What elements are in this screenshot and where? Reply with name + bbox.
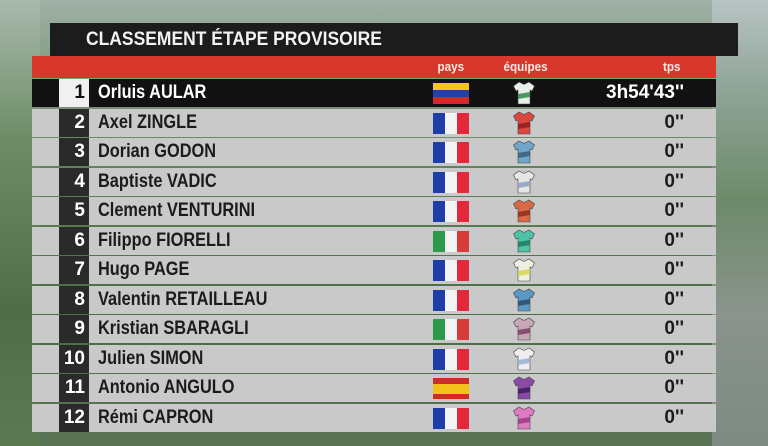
team-jersey-icon — [513, 170, 535, 193]
rider-time: 0'' — [664, 229, 684, 251]
rank-number: 2 — [59, 108, 89, 137]
team-jersey-icon — [513, 229, 535, 253]
flag-france-icon — [433, 171, 469, 193]
team-jersey-icon — [513, 288, 535, 312]
rider-time: 0'' — [664, 407, 684, 429]
rank-number: 9 — [59, 315, 89, 344]
team-jersey-icon — [513, 81, 535, 105]
team-jersey-icon — [513, 347, 535, 371]
rider-name: Axel ZINGLE — [98, 111, 197, 133]
rider-name: Orluis AULAR — [98, 82, 207, 103]
rank-number: 7 — [59, 256, 89, 285]
table-row: 8 Valentin RETAILLEAU 0'' — [32, 285, 716, 314]
rider-time: 3h54'43'' — [606, 82, 684, 103]
background-right — [712, 0, 768, 446]
header-country: pays — [437, 59, 465, 74]
table-row: 3 Dorian GODON 0'' — [32, 138, 716, 167]
rank-number: 10 — [59, 344, 89, 373]
rider-time: 0'' — [664, 377, 684, 399]
flag-italy-icon — [433, 230, 469, 252]
rank-number: 4 — [59, 167, 89, 196]
standings-table: 1 Orluis AULAR 3h54'43'' 2 Axel ZINGLE 0'' 3 Do… — [32, 79, 716, 434]
rider-time: 0'' — [664, 111, 684, 133]
table-row: 7 Hugo PAGE 0'' — [32, 256, 716, 285]
team-jersey-icon — [513, 318, 535, 341]
flag-italy-icon — [433, 319, 469, 341]
rider-time: 0'' — [664, 170, 684, 192]
rider-time: 0'' — [664, 141, 684, 163]
column-header-bar: pays équipes tps — [32, 56, 716, 78]
rider-name: Valentin RETAILLEAU — [98, 288, 268, 310]
team-jersey-icon — [513, 111, 535, 134]
rank-number: 1 — [59, 79, 89, 107]
rider-name: Dorian GODON — [98, 141, 217, 163]
rider-time: 0'' — [664, 259, 684, 281]
flag-france-icon — [433, 201, 469, 223]
rider-name: Hugo PAGE — [98, 259, 190, 281]
rider-time: 0'' — [664, 288, 684, 310]
flag-venezuela-icon — [433, 83, 469, 104]
team-jersey-icon — [513, 406, 535, 430]
rider-name: Clement VENTURINI — [98, 200, 256, 222]
table-row: 9 Kristian SBARAGLI 0'' — [32, 315, 716, 344]
flag-france-icon — [433, 112, 469, 134]
table-row: 1 Orluis AULAR 3h54'43'' — [32, 79, 716, 107]
team-jersey-icon — [513, 258, 535, 282]
table-row: 4 Baptiste VADIC 0'' — [32, 167, 716, 196]
rank-number: 11 — [59, 374, 89, 403]
rank-number: 5 — [59, 197, 89, 226]
table-row: 12 Rémi CAPRON 0'' — [32, 404, 716, 433]
table-row: 6 Filippo FIORELLI 0'' — [32, 226, 716, 255]
rider-name: Rémi CAPRON — [98, 407, 214, 429]
rank-number: 6 — [59, 226, 89, 255]
page-title: CLASSEMENT ÉTAPE PROVISOIRE — [86, 28, 382, 50]
flag-france-icon — [433, 289, 469, 311]
rider-name: Kristian SBARAGLI — [98, 318, 249, 340]
rank-number: 8 — [59, 285, 89, 314]
rank-number: 12 — [59, 404, 89, 433]
header-teams: équipes — [503, 59, 548, 74]
table-row: 10 Julien SIMON 0'' — [32, 344, 716, 373]
flag-france-icon — [433, 142, 469, 164]
flag-france-icon — [433, 260, 469, 282]
rider-time: 0'' — [664, 200, 684, 222]
flag-spain-icon — [433, 378, 469, 400]
team-jersey-icon — [513, 377, 535, 400]
rider-name: Baptiste VADIC — [98, 170, 217, 192]
rider-name: Antonio ANGULO — [98, 377, 235, 399]
flag-france-icon — [433, 348, 469, 370]
header-time: tps — [662, 59, 681, 74]
rider-name: Filippo FIORELLI — [98, 229, 231, 251]
rider-time: 0'' — [664, 347, 684, 369]
rank-number: 3 — [59, 138, 89, 167]
table-row: 2 Axel ZINGLE 0'' — [32, 108, 716, 137]
rider-time: 0'' — [664, 318, 684, 340]
team-jersey-icon — [513, 140, 535, 164]
table-row: 11 Antonio ANGULO 0'' — [32, 374, 716, 403]
table-row: 5 Clement VENTURINI 0'' — [32, 197, 716, 226]
team-jersey-icon — [513, 199, 535, 223]
flag-france-icon — [433, 408, 469, 430]
rider-name: Julien SIMON — [98, 347, 204, 369]
title-bar: CLASSEMENT ÉTAPE PROVISOIRE — [50, 23, 738, 56]
